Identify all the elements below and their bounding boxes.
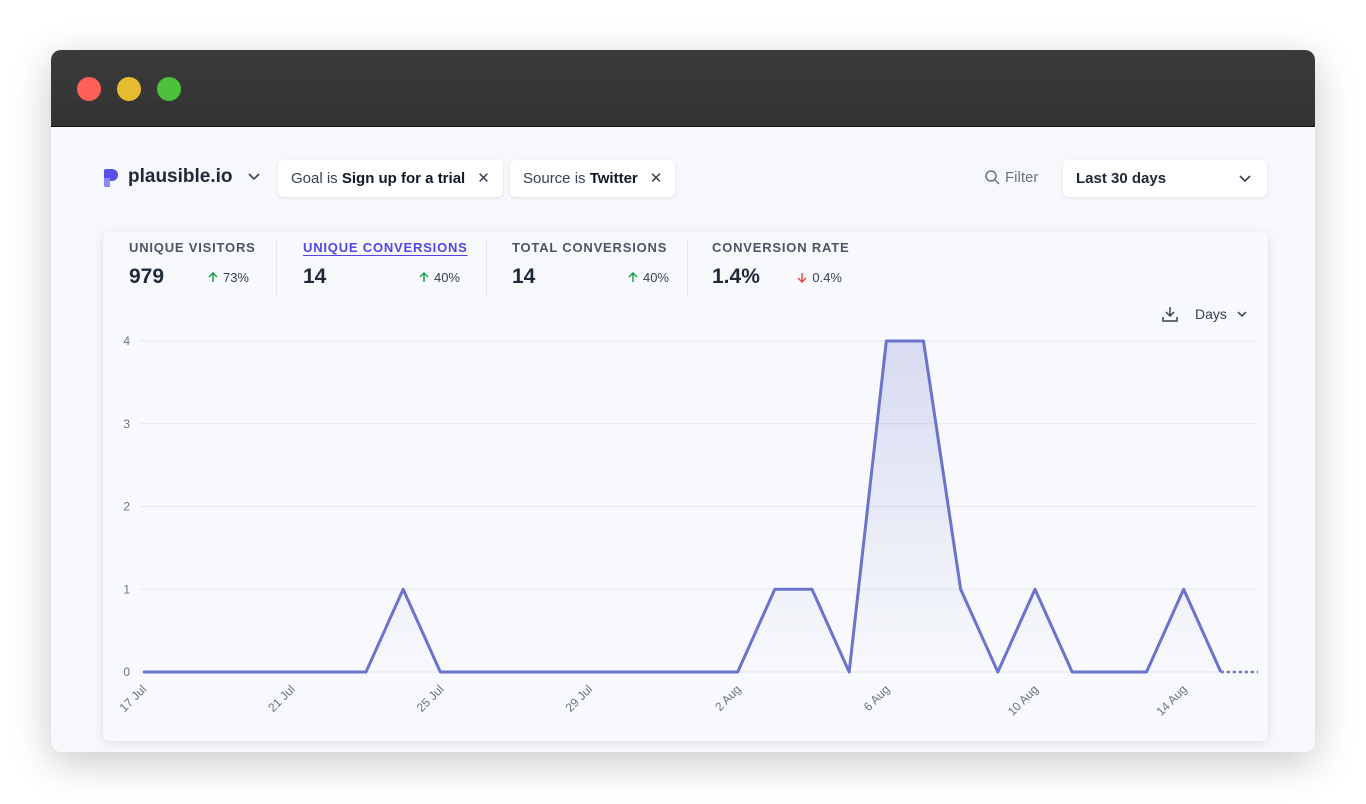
browser-window: plausible.io Goal is Sign up for a trial… xyxy=(51,50,1315,752)
y-tick-label: 4 xyxy=(123,334,130,348)
change-value: 40% xyxy=(433,270,460,285)
main-card xyxy=(103,232,1268,741)
site-name[interactable]: plausible.io xyxy=(128,166,233,187)
x-tick-label: 17 Jul xyxy=(117,682,150,715)
metric-value: 14 xyxy=(303,265,327,288)
y-tick-label: 3 xyxy=(123,417,130,431)
minimize-button[interactable] xyxy=(117,77,141,101)
change-value: 0.4% xyxy=(812,270,842,285)
period-select[interactable]: Last 30 days xyxy=(1063,160,1267,197)
site-chevron[interactable] xyxy=(248,173,260,181)
metric[interactable]: TOTAL CONVERSIONS 14 40% xyxy=(512,240,669,288)
x-tick-label: 2 Aug xyxy=(712,682,744,714)
logo xyxy=(104,169,118,187)
x-tick-label: 21 Jul xyxy=(265,682,298,715)
metric-change: 40% xyxy=(419,270,460,285)
divider xyxy=(687,240,688,296)
search-icon xyxy=(985,170,1000,185)
metric-change: 73% xyxy=(208,270,249,285)
divider xyxy=(486,240,487,296)
y-tick-label: 1 xyxy=(123,582,130,596)
x-tick-label: 6 Aug xyxy=(861,682,893,714)
title-bar xyxy=(51,50,1315,127)
metric-value: 14 xyxy=(512,265,536,288)
y-tick-label: 0 xyxy=(123,665,130,679)
filter-value: Sign up for a trial xyxy=(341,170,466,187)
metric-value: 1.4% xyxy=(712,265,760,288)
metric-value: 979 xyxy=(129,265,165,288)
y-tick-label: 2 xyxy=(123,500,130,514)
metric[interactable]: UNIQUE CONVERSIONS 14 40% xyxy=(303,240,468,288)
metric-label: UNIQUE VISITORS xyxy=(129,240,256,255)
filter-button[interactable]: Filter xyxy=(1005,169,1039,186)
area xyxy=(143,341,1221,672)
divider xyxy=(276,240,277,296)
filter-pill[interactable]: Goal is Sign up for a trial ✕ xyxy=(278,160,503,197)
metric-change: 0.4% xyxy=(797,270,842,285)
metric-label: TOTAL CONVERSIONS xyxy=(512,240,668,255)
period-label: Last 30 days xyxy=(1076,170,1167,187)
filter-pill[interactable]: Source is Twitter ✕ xyxy=(510,160,676,197)
download-icon[interactable] xyxy=(1162,306,1178,322)
change-value: 73% xyxy=(222,270,249,285)
filter-prefix: Goal is xyxy=(291,170,338,187)
interval-chevron[interactable] xyxy=(1237,311,1247,318)
close-button[interactable] xyxy=(77,77,101,101)
zoom-button[interactable] xyxy=(157,77,181,101)
metric-label: CONVERSION RATE xyxy=(712,240,850,255)
x-tick-label: 25 Jul xyxy=(414,682,447,715)
metric[interactable]: UNIQUE VISITORS 979 73% xyxy=(129,240,256,288)
metric[interactable]: CONVERSION RATE 1.4% 0.4% xyxy=(712,240,850,288)
metric-change: 40% xyxy=(628,270,669,285)
filter-value: Twitter xyxy=(589,170,638,187)
interval-select[interactable]: Days xyxy=(1195,306,1227,322)
metric-label: UNIQUE CONVERSIONS xyxy=(303,240,468,255)
line xyxy=(143,339,1223,674)
change-value: 40% xyxy=(642,270,669,285)
filter-prefix: Source is xyxy=(523,170,586,187)
x-tick-label: 10 Aug xyxy=(1005,682,1041,718)
x-tick-label: 14 Aug xyxy=(1153,682,1189,718)
x-tick-label: 29 Jul xyxy=(563,682,596,715)
